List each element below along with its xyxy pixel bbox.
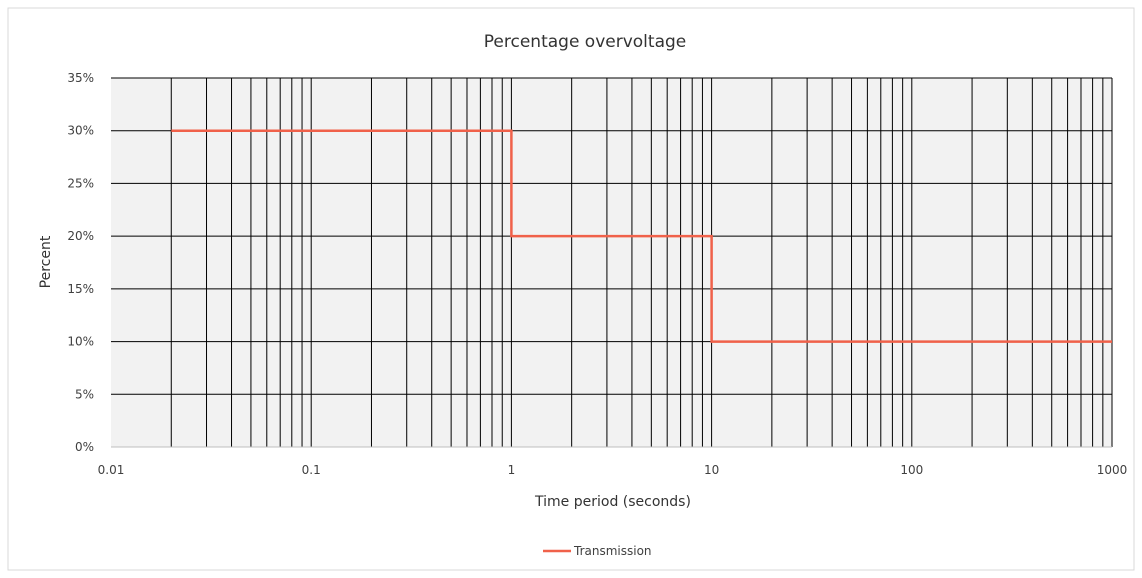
- y-tick-label: 0%: [75, 440, 94, 454]
- y-tick-label: 15%: [67, 282, 94, 296]
- x-tick-label: 1: [508, 463, 516, 477]
- x-tick-label: 0.1: [302, 463, 321, 477]
- x-tick-label: 0.01: [98, 463, 125, 477]
- series-line-transmission: [171, 129, 1112, 343]
- x-tick-label: 10: [704, 463, 719, 477]
- y-tick-label: 30%: [67, 124, 94, 138]
- plot-area: [111, 78, 1112, 447]
- y-tick-label: 25%: [67, 176, 94, 190]
- y-tick-label: 10%: [67, 335, 94, 349]
- y-tick-label: 35%: [67, 71, 94, 85]
- y-tick-label: 20%: [67, 229, 94, 243]
- y-tick-labels: 0% 5% 10% 15% 20% 25% 30% 35%: [67, 71, 94, 454]
- series-layer: [171, 129, 1112, 343]
- legend: Transmission: [543, 544, 652, 558]
- chart-title: Percentage overvoltage: [484, 32, 686, 52]
- legend-label-transmission: Transmission: [573, 544, 652, 558]
- x-tick-label: 1000: [1097, 463, 1128, 477]
- x-axis-title: Time period (seconds): [534, 494, 691, 510]
- y-tick-label: 5%: [75, 387, 94, 401]
- x-tick-label: 100: [900, 463, 923, 477]
- x-tick-labels: 0.01 0.1 1 10 100 1000: [98, 463, 1128, 477]
- y-axis-title: Percent: [38, 235, 54, 288]
